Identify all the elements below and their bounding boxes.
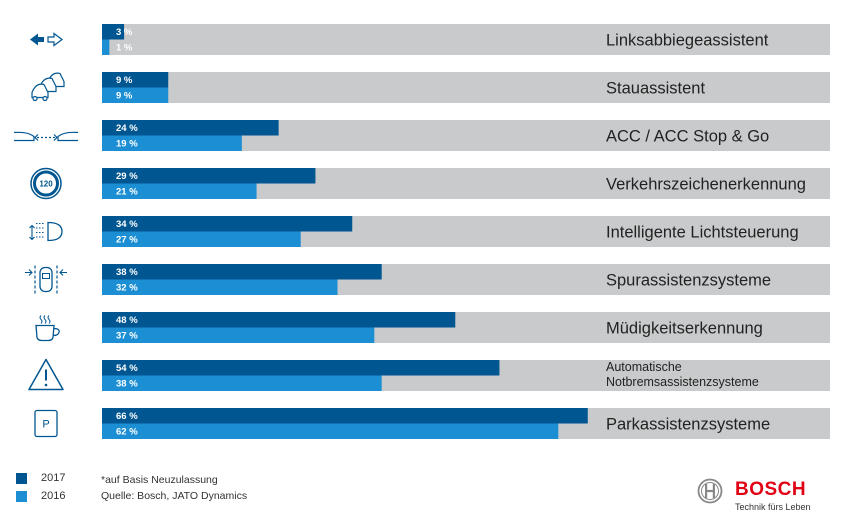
turn-arrow-icon — [30, 32, 63, 47]
data-label-2016: 32 % — [116, 283, 138, 294]
bar-2017 — [102, 264, 382, 280]
svg-text:120: 120 — [39, 180, 53, 189]
svg-text:P: P — [42, 419, 49, 431]
category-label: Verkehrszeichenerkennung — [606, 176, 806, 194]
data-label-2016: 21 % — [116, 187, 138, 198]
bar-2016 — [102, 279, 338, 295]
headlight-icon — [29, 221, 63, 242]
bosch-logo-icon — [697, 478, 723, 504]
category-label: Stauassistent — [606, 80, 705, 98]
lane-car-icon — [25, 265, 67, 294]
bar-2016 — [102, 87, 169, 103]
category-label: Automatische — [606, 360, 682, 374]
legend-item-2016: 2016 — [16, 490, 65, 502]
acc-distance-icon — [13, 131, 79, 142]
bar-2016 — [102, 183, 257, 199]
category-label: Müdigkeitserkennung — [606, 320, 763, 338]
data-label-2016: 27 % — [116, 235, 138, 246]
category-label: Linksabbiegeassistent — [606, 32, 769, 50]
basis-note: *auf Basis Neuzulassung — [101, 474, 218, 486]
category-label: Spurassistenzsysteme — [606, 272, 771, 290]
brand-name: BOSCH — [735, 479, 807, 500]
coffee-cup-icon — [35, 315, 60, 342]
speed-sign-icon: 120 — [30, 167, 62, 200]
legend-label-2017: 2017 — [41, 472, 66, 484]
data-label-2017: 34 % — [116, 219, 138, 230]
bar-2016 — [102, 39, 110, 55]
bar-2017 — [102, 312, 456, 328]
bar-2017 — [102, 120, 279, 136]
bar-2017 — [102, 24, 125, 40]
legend-label-2016: 2016 — [41, 490, 66, 502]
data-label-2016: 9 % — [116, 91, 133, 102]
data-label-2016: 62 % — [116, 427, 138, 438]
warning-triangle-icon — [28, 358, 64, 391]
footnotes: *auf Basis Neuzulassung Quelle: Bosch, J… — [101, 472, 247, 504]
bar-2016 — [102, 423, 559, 439]
parking-icon: P — [34, 409, 58, 438]
category-label: Intelligente Lichtsteuerung — [606, 224, 799, 242]
legend-swatch-2017 — [16, 472, 27, 484]
category-label: ACC / ACC Stop & Go — [606, 128, 769, 146]
data-label-2017: 9 % — [116, 75, 133, 86]
bosch-brand: BOSCH Technik fürs Leben — [697, 477, 827, 512]
data-label-2017: 38 % — [116, 267, 138, 278]
legend-item-2017: 2017 — [16, 472, 65, 484]
bar-2017 — [102, 168, 316, 184]
data-label-2017: 54 % — [116, 363, 138, 374]
data-label-2016: 37 % — [116, 331, 138, 342]
data-label-2016: 38 % — [116, 379, 138, 390]
brand-slogan: Technik fürs Leben — [735, 502, 811, 512]
bar-track — [102, 72, 830, 103]
data-label-2017: 66 % — [116, 411, 138, 422]
category-label: Parkassistenzsysteme — [606, 416, 770, 434]
bar-2017 — [102, 360, 500, 376]
bar-2016 — [102, 375, 382, 391]
data-label-2017: 3 % — [116, 27, 133, 38]
data-label-2017: 29 % — [116, 171, 138, 182]
bar-2016 — [102, 327, 375, 343]
source-note: Quelle: Bosch, JATO Dynamics — [101, 490, 248, 502]
chart: 3 % 1 % Linksabbiegeassistent 9 % 9 % Stauass… — [13, 24, 830, 439]
bar-2017 — [102, 216, 353, 232]
bar-2017 — [102, 408, 588, 424]
data-label-2016: 19 % — [116, 139, 138, 150]
data-label-2017: 48 % — [116, 315, 138, 326]
bar-2016 — [102, 135, 242, 151]
traffic-jam-icon — [31, 72, 65, 102]
data-label-2017: 24 % — [116, 123, 138, 134]
bar-2016 — [102, 231, 301, 247]
legend-swatch-2016 — [16, 490, 27, 502]
category-label: Notbremsassistenzsysteme — [606, 375, 759, 389]
bar-track — [102, 24, 830, 55]
bar-2017 — [102, 72, 169, 88]
data-label-2016: 1 % — [116, 43, 133, 54]
